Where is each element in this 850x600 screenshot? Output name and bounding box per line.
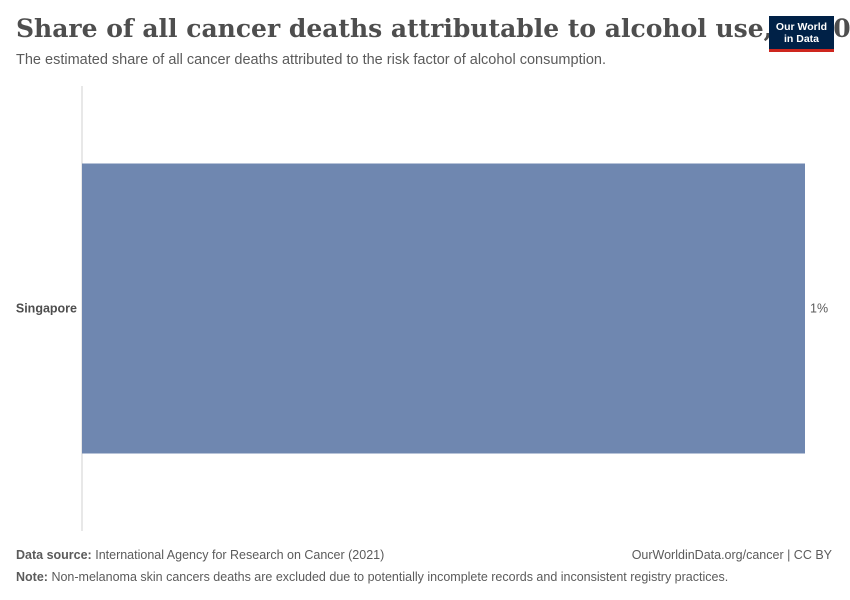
- category-label: Singapore: [16, 302, 77, 316]
- chart-title: Share of all cancer deaths attributable …: [16, 14, 850, 43]
- note-text: Non-melanoma skin cancers deaths are exc…: [51, 570, 729, 584]
- data-source-label: Data source:: [16, 548, 92, 562]
- source-url-link[interactable]: OurWorldinData.org/cancer | CC BY: [631, 548, 832, 562]
- owid-logo[interactable]: Our World in Data: [769, 16, 834, 52]
- logo-line-2: in Data: [783, 32, 819, 45]
- data-source: Data source: International Agency for Re…: [16, 548, 384, 562]
- data-source-text: International Agency for Research on Can…: [95, 548, 385, 562]
- footnote: Note: Non-melanoma skin cancers deaths a…: [16, 570, 728, 584]
- chart-subtitle: The estimated share of all cancer deaths…: [16, 52, 606, 68]
- logo-line-1: Our World: [775, 20, 828, 33]
- bar-singapore[interactable]: [82, 163, 805, 454]
- value-label: 1%: [810, 302, 828, 316]
- note-label: Note:: [16, 570, 48, 584]
